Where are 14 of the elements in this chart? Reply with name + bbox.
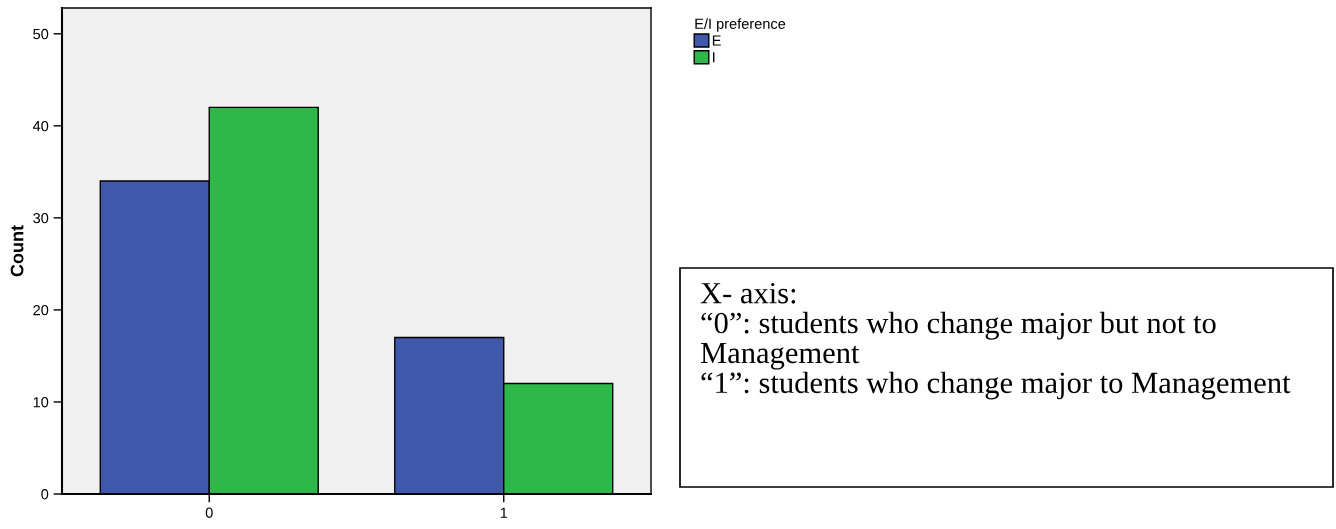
y-tick-label: 0 (41, 489, 49, 500)
x-tick-label: 1 (500, 507, 508, 518)
legend-label: I (713, 52, 715, 63)
text: “1”: students who change major to Management (701, 371, 1291, 400)
text: X- axis: (700, 282, 796, 304)
y-tick-label: 20 (33, 305, 49, 316)
legend-title: E/I preference (695, 18, 786, 32)
y-axis-title: Count (10, 225, 24, 277)
y-tick-label: 40 (32, 120, 49, 132)
y-tick-label: 10 (33, 397, 49, 408)
text: “0”: students who change major but not to Management (700, 311, 1216, 370)
y-tick-label: 50 (33, 28, 49, 40)
y-tick-label: 30 (33, 212, 49, 224)
legend-label: E (712, 35, 721, 46)
